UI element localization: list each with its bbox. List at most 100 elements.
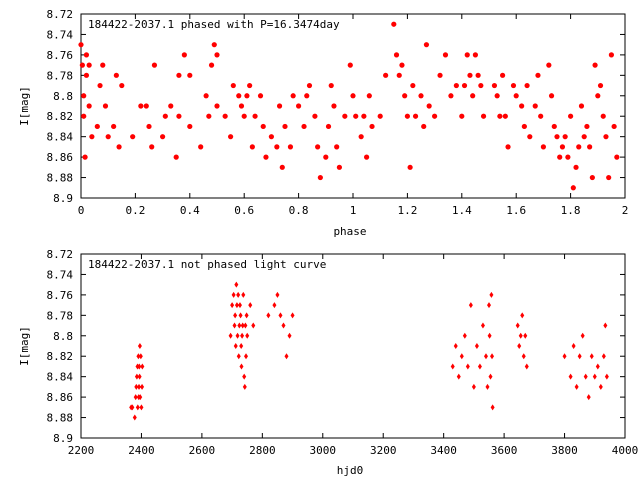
data-point <box>244 353 249 360</box>
phased-light-curve-panel: 184422-2037.1 phased with P=16.3474day p… <box>18 8 628 238</box>
data-point <box>116 144 122 150</box>
data-point <box>140 363 145 370</box>
data-point <box>377 113 383 119</box>
data-point <box>214 52 220 58</box>
data-point <box>176 72 182 78</box>
data-point <box>453 82 459 89</box>
data-point <box>260 123 266 130</box>
data-point <box>236 93 242 99</box>
plot-frame <box>80 13 626 199</box>
x-tick-label: 3600 <box>491 444 518 457</box>
data-point <box>494 93 500 99</box>
y-tick-label: 8.84 <box>47 131 74 144</box>
data-point <box>502 113 508 119</box>
data-point <box>281 322 286 329</box>
data-points <box>129 281 609 421</box>
data-point <box>459 113 465 119</box>
data-point <box>134 373 139 380</box>
data-point <box>574 383 579 390</box>
data-point <box>100 62 106 68</box>
data-point <box>598 383 603 390</box>
x-tick-label: 1.2 <box>397 204 417 217</box>
data-point <box>448 93 454 99</box>
data-point <box>592 373 597 380</box>
data-point <box>244 93 250 99</box>
data-point <box>336 164 342 170</box>
data-point <box>287 332 292 339</box>
data-point <box>81 93 87 99</box>
data-point <box>79 62 85 68</box>
data-point <box>173 154 179 160</box>
data-point <box>187 123 193 130</box>
data-point <box>364 154 370 160</box>
data-point <box>407 164 413 170</box>
data-point <box>247 82 253 89</box>
x-tick-label: 1.8 <box>561 204 581 217</box>
data-point <box>130 404 135 411</box>
data-point <box>138 353 143 360</box>
data-point <box>279 164 285 170</box>
data-point <box>412 113 419 119</box>
y-tick-label: 8.76 <box>47 49 74 62</box>
data-point <box>241 113 247 119</box>
data-point <box>105 134 111 140</box>
data-point <box>160 134 166 140</box>
data-point <box>487 302 491 309</box>
data-point <box>240 322 245 329</box>
data-point <box>266 312 271 319</box>
data-point <box>500 72 506 78</box>
data-point <box>524 363 529 370</box>
data-point <box>489 291 494 298</box>
data-point <box>198 144 204 150</box>
x-tick-label: 2600 <box>189 444 216 457</box>
data-point <box>490 404 495 411</box>
data-point <box>149 144 155 150</box>
data-point <box>611 123 617 130</box>
data-point <box>510 82 517 89</box>
data-point <box>81 113 87 119</box>
y-tick-label: 8.78 <box>47 309 74 322</box>
data-point <box>592 62 598 68</box>
data-point <box>350 93 356 99</box>
x-axis-label: phase <box>333 225 366 238</box>
x-axis-label: hjd0 <box>337 464 364 477</box>
data-point <box>252 113 258 119</box>
data-point <box>462 332 467 339</box>
data-point <box>548 93 555 99</box>
data-point <box>268 134 274 140</box>
data-point <box>487 332 492 339</box>
data-point <box>426 103 432 109</box>
data-point <box>515 322 520 329</box>
data-point <box>470 93 476 99</box>
data-point <box>136 353 141 360</box>
data-point <box>89 134 95 140</box>
data-point <box>306 82 313 89</box>
data-point <box>272 302 277 309</box>
data-point <box>94 123 100 130</box>
data-point <box>562 134 568 140</box>
data-point <box>214 103 220 109</box>
data-point <box>242 373 247 380</box>
data-point <box>86 103 92 109</box>
data-point <box>228 134 234 140</box>
data-point <box>583 373 588 380</box>
data-point <box>290 312 295 319</box>
data-points <box>78 21 620 191</box>
data-point <box>551 123 557 130</box>
data-point <box>568 373 573 380</box>
y-tick-label: 8.86 <box>47 151 74 164</box>
y-tick-label: 8.9 <box>53 192 73 205</box>
data-point <box>488 373 493 380</box>
data-point <box>113 72 119 78</box>
x-tick-label: 1.6 <box>506 204 526 217</box>
data-point <box>137 373 142 380</box>
data-point <box>606 174 612 181</box>
data-point <box>139 404 144 411</box>
data-point <box>361 113 367 119</box>
data-point <box>251 322 256 329</box>
data-point <box>328 82 334 89</box>
data-point <box>137 363 142 370</box>
data-point <box>589 353 594 360</box>
data-point <box>282 123 288 130</box>
